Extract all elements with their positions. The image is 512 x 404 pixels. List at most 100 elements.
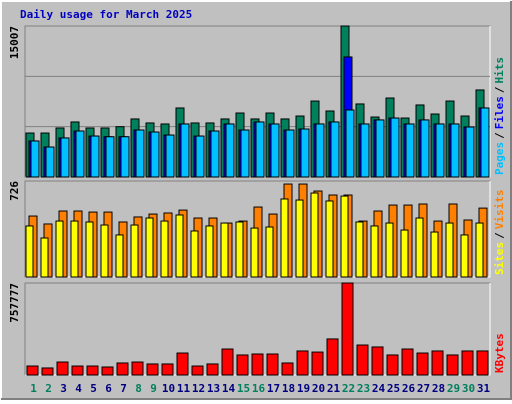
x-tick-label: 22 bbox=[342, 382, 355, 395]
legend-entry: Files bbox=[493, 96, 506, 129]
legend: Sites / Visits bbox=[493, 190, 506, 276]
bar bbox=[356, 344, 369, 376]
x-tick-label: 30 bbox=[462, 382, 475, 395]
bar bbox=[370, 225, 379, 278]
bar bbox=[56, 361, 69, 376]
bar bbox=[375, 119, 385, 178]
bar bbox=[225, 123, 235, 178]
bar bbox=[281, 362, 294, 376]
bar bbox=[146, 363, 159, 376]
bar bbox=[405, 123, 415, 178]
x-tick-label: 17 bbox=[267, 382, 280, 395]
bar bbox=[41, 367, 54, 376]
bar bbox=[480, 107, 490, 178]
x-tick-label: 26 bbox=[402, 382, 416, 395]
x-tick-label: 14 bbox=[222, 382, 236, 395]
x-tick-label: 16 bbox=[252, 382, 266, 395]
x-tick-label: 7 bbox=[120, 382, 127, 395]
x-tick-label: 9 bbox=[150, 382, 157, 395]
bar bbox=[25, 225, 34, 278]
legend-entry: Sites bbox=[493, 242, 506, 275]
bar bbox=[161, 363, 174, 376]
bar bbox=[190, 230, 199, 278]
legend-entry: KBytes bbox=[493, 333, 506, 373]
bar bbox=[115, 234, 124, 278]
chart-title: Daily usage for March 2025 bbox=[20, 8, 192, 21]
bar bbox=[390, 117, 400, 178]
bar bbox=[476, 350, 489, 376]
bar bbox=[70, 220, 79, 278]
bar bbox=[360, 123, 370, 178]
bar bbox=[220, 222, 229, 278]
bar bbox=[101, 366, 114, 376]
bar bbox=[75, 130, 85, 178]
bar bbox=[180, 123, 190, 178]
x-tick-label: 15 bbox=[237, 382, 250, 395]
bar bbox=[345, 109, 355, 178]
x-tick-label: 13 bbox=[207, 382, 220, 395]
bar bbox=[386, 354, 399, 376]
bar bbox=[85, 221, 94, 278]
bar bbox=[270, 123, 280, 178]
x-tick-label: 28 bbox=[432, 382, 445, 395]
bar bbox=[195, 135, 205, 178]
legend-separator: / bbox=[493, 132, 506, 139]
bar bbox=[450, 123, 460, 178]
bar bbox=[416, 352, 429, 376]
bar bbox=[105, 136, 115, 178]
x-tick-label: 6 bbox=[105, 382, 112, 395]
x-tick-label: 21 bbox=[327, 382, 341, 395]
bar bbox=[295, 199, 304, 278]
bar bbox=[86, 365, 99, 376]
bar bbox=[130, 224, 139, 278]
x-tick-label: 24 bbox=[372, 382, 386, 395]
x-tick-label: 25 bbox=[387, 382, 400, 395]
x-tick-label: 19 bbox=[297, 382, 310, 395]
legend-separator: / bbox=[493, 232, 506, 239]
x-tick-label: 1 bbox=[30, 382, 37, 395]
x-tick-label: 3 bbox=[60, 382, 67, 395]
bar bbox=[475, 222, 484, 278]
bar bbox=[60, 137, 70, 178]
bar bbox=[255, 121, 265, 178]
bar bbox=[340, 195, 349, 278]
x-tick-label: 11 bbox=[177, 382, 191, 395]
bar bbox=[251, 353, 264, 376]
bar bbox=[176, 352, 189, 376]
x-tick-label: 2 bbox=[45, 382, 52, 395]
bar bbox=[325, 200, 334, 278]
bar bbox=[250, 227, 259, 278]
bar bbox=[205, 225, 214, 278]
bar bbox=[71, 365, 84, 376]
bar bbox=[446, 354, 459, 376]
x-tick-label: 5 bbox=[90, 382, 97, 395]
legend: Pages / Files / Hits bbox=[493, 57, 506, 175]
bar bbox=[326, 338, 339, 376]
bar bbox=[30, 140, 40, 178]
bar bbox=[285, 129, 295, 178]
bar bbox=[90, 135, 100, 178]
bar bbox=[461, 350, 474, 376]
bar bbox=[236, 354, 249, 376]
bar bbox=[131, 361, 144, 376]
bar bbox=[371, 346, 384, 376]
bar bbox=[120, 136, 130, 178]
x-tick-label: 27 bbox=[417, 382, 430, 395]
x-tick-label: 20 bbox=[312, 382, 325, 395]
bar bbox=[420, 119, 430, 178]
bar bbox=[310, 192, 319, 278]
y-max-label: 15007 bbox=[8, 26, 21, 59]
bar bbox=[26, 365, 39, 376]
bar bbox=[445, 222, 454, 278]
bar bbox=[431, 350, 444, 376]
bar bbox=[296, 350, 309, 376]
bar bbox=[100, 224, 109, 278]
bar bbox=[116, 362, 129, 376]
bar bbox=[221, 348, 234, 376]
x-tick-label: 29 bbox=[447, 382, 460, 395]
bar bbox=[206, 363, 219, 376]
bar bbox=[135, 129, 145, 178]
bar bbox=[300, 128, 310, 178]
x-tick-label: 12 bbox=[192, 382, 205, 395]
